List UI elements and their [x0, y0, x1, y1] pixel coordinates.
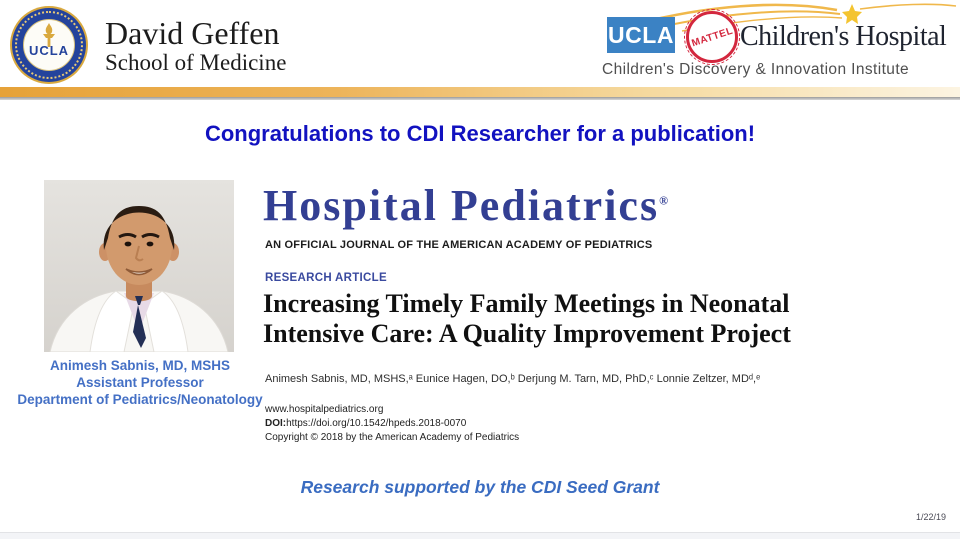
- dgsom-wordmark: David Geffen School of Medicine: [105, 16, 286, 75]
- journal-doi: DOI:https://doi.org/10.1542/hpeds.2018-0…: [265, 418, 466, 429]
- doi-label: DOI:: [265, 418, 287, 429]
- gold-divider: [0, 87, 960, 97]
- bottom-bar: [0, 532, 960, 539]
- photo-caption-role: Assistant Professor: [76, 375, 204, 390]
- article-kicker: RESEARCH ARTICLE: [265, 272, 387, 284]
- seal-lettering: [15, 11, 83, 79]
- star-icon: [842, 4, 862, 24]
- researcher-portrait: [44, 180, 234, 352]
- article-title-line2: Intensive Care: A Quality Improvement Pr…: [263, 319, 791, 348]
- journal-masthead-text: Hospital Pediatrics: [263, 181, 660, 230]
- slide-date: 1/22/19: [915, 512, 946, 522]
- seal-core: UCLA: [23, 19, 75, 71]
- slide-title: Congratulations to CDI Researcher for a …: [204, 121, 756, 146]
- gold-divider-shadow: [0, 97, 960, 100]
- photo-caption-name: Animesh Sabnis, MD, MSHS: [49, 358, 231, 373]
- doi-value: https://doi.org/10.1542/hpeds.2018-0070: [286, 418, 467, 429]
- journal-copyright: Copyright © 2018 by the American Academy…: [265, 432, 520, 443]
- ucla-seal: UCLA: [10, 6, 88, 84]
- childrens-hospital-wordmark: Children's Hospital: [740, 21, 947, 52]
- researcher-photo: [44, 180, 234, 352]
- institute-name: Children's Discovery & Innovation Instit…: [602, 61, 910, 78]
- mattel-seal: MATTEL: [684, 9, 740, 65]
- journal-website: www.hospitalpediatrics.org: [265, 404, 384, 415]
- article-authors: Animesh Sabnis, MD, MSHS,ᵃ Eunice Hagen,…: [265, 373, 761, 385]
- ucla-wordmark: UCLA: [607, 17, 675, 53]
- photo-caption-dept: Department of Pediatrics/Neonatology: [17, 392, 263, 407]
- journal-tagline: AN OFFICIAL JOURNAL OF THE AMERICAN ACAD…: [265, 239, 653, 251]
- mattel-seal-text: MATTEL: [689, 25, 735, 49]
- torch-icon: [43, 23, 55, 47]
- article-title-line1: Increasing Timely Family Meetings in Neo…: [263, 289, 790, 318]
- photo-caption: Animesh Sabnis, MD, MSHS Assistant Profe…: [0, 357, 280, 408]
- dgsom-school: School of Medicine: [105, 49, 287, 75]
- seal-ucla-text: UCLA: [28, 43, 70, 58]
- journal-masthead: Hospital Pediatrics®: [263, 180, 668, 231]
- footer-note: Research supported by the CDI Seed Grant: [300, 477, 660, 497]
- journal-trademark: ®: [659, 193, 669, 208]
- dgsom-name: David Geffen: [105, 15, 280, 51]
- journal-clip: Hospital Pediatrics® AN OFFICIAL JOURNAL…: [263, 180, 883, 455]
